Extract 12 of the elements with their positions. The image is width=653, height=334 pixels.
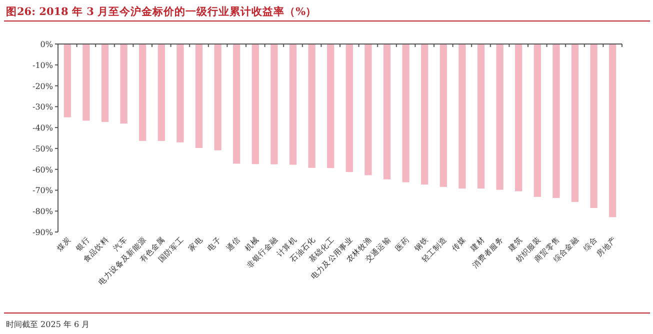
y-tick-label: -90%	[32, 228, 54, 237]
text: 时间截至 2025 年 6 月	[6, 320, 90, 329]
chart-title: 图26: 2018 年 3 月至今沪金标价的一级行业累计收益率（%）	[6, 5, 317, 18]
y-tick-label: -80%	[32, 207, 54, 216]
y-tick-label: -20%	[32, 82, 54, 91]
y-tick-label: -30%	[32, 102, 54, 112]
y-tick-label: -10%	[32, 60, 54, 70]
y-tick-label: -40%	[32, 124, 54, 133]
y-tick-label: 0%	[40, 40, 54, 49]
y-tick-label: -50%	[32, 144, 54, 154]
y-tick-label: -60%	[32, 165, 54, 174]
y-tick-label: -70%	[32, 186, 54, 196]
